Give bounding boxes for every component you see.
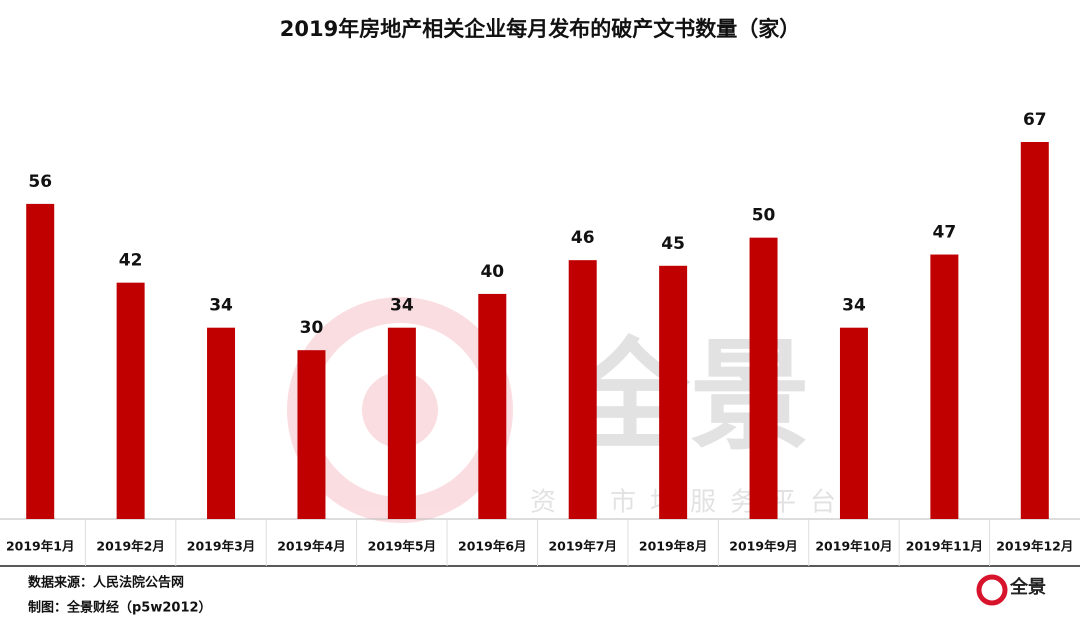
- data-label: 45: [661, 234, 685, 254]
- data-label: 40: [480, 262, 504, 282]
- x-tick-label: 2019年7月: [548, 539, 617, 554]
- data-label: 42: [119, 251, 143, 271]
- credit-note: 制图：全景财经（p5w2012）: [28, 600, 212, 616]
- data-label: 67: [1023, 110, 1047, 130]
- data-label: 47: [933, 223, 957, 243]
- bar: [26, 203, 55, 520]
- chart-title: 2019年房地产相关企业每月发布的破产文书数量（家）: [280, 17, 800, 41]
- bar: [568, 260, 597, 519]
- brand-logo-text: 全景: [1009, 576, 1046, 598]
- brand-logo-mark: [976, 574, 1008, 606]
- bar: [839, 327, 868, 519]
- x-tick-label: 2019年8月: [639, 539, 708, 554]
- data-label: 34: [390, 296, 414, 316]
- x-tick-label: 2019年12月: [996, 539, 1073, 554]
- x-tick-label: 2019年3月: [187, 539, 256, 554]
- brand-logo: 全景: [976, 574, 1046, 606]
- x-tick-label: 2019年11月: [906, 539, 983, 554]
- data-label: 46: [571, 228, 595, 248]
- data-label: 30: [300, 318, 324, 338]
- data-label: 34: [209, 296, 233, 316]
- bar: [297, 350, 326, 519]
- x-tick-label: 2019年10月: [815, 539, 892, 554]
- bar: [930, 254, 959, 520]
- x-tick-label: 2019年5月: [368, 539, 437, 554]
- bar: [478, 293, 507, 519]
- data-label: 50: [752, 206, 776, 226]
- x-tick-label: 2019年9月: [729, 539, 798, 554]
- x-tick-label: 2019年4月: [277, 539, 346, 554]
- data-label: 56: [28, 172, 52, 192]
- bar: [659, 265, 688, 519]
- source-note: 数据来源：人民法院公告网: [28, 575, 184, 591]
- bar: [207, 327, 236, 519]
- bar: [1020, 142, 1049, 519]
- bar: [116, 282, 145, 519]
- data-label: 34: [842, 296, 866, 316]
- x-tick-label: 2019年1月: [6, 539, 75, 554]
- bar: [749, 237, 778, 519]
- x-tick-label: 2019年2月: [96, 539, 165, 554]
- bar: [387, 327, 416, 519]
- x-tick-label: 2019年6月: [458, 539, 527, 554]
